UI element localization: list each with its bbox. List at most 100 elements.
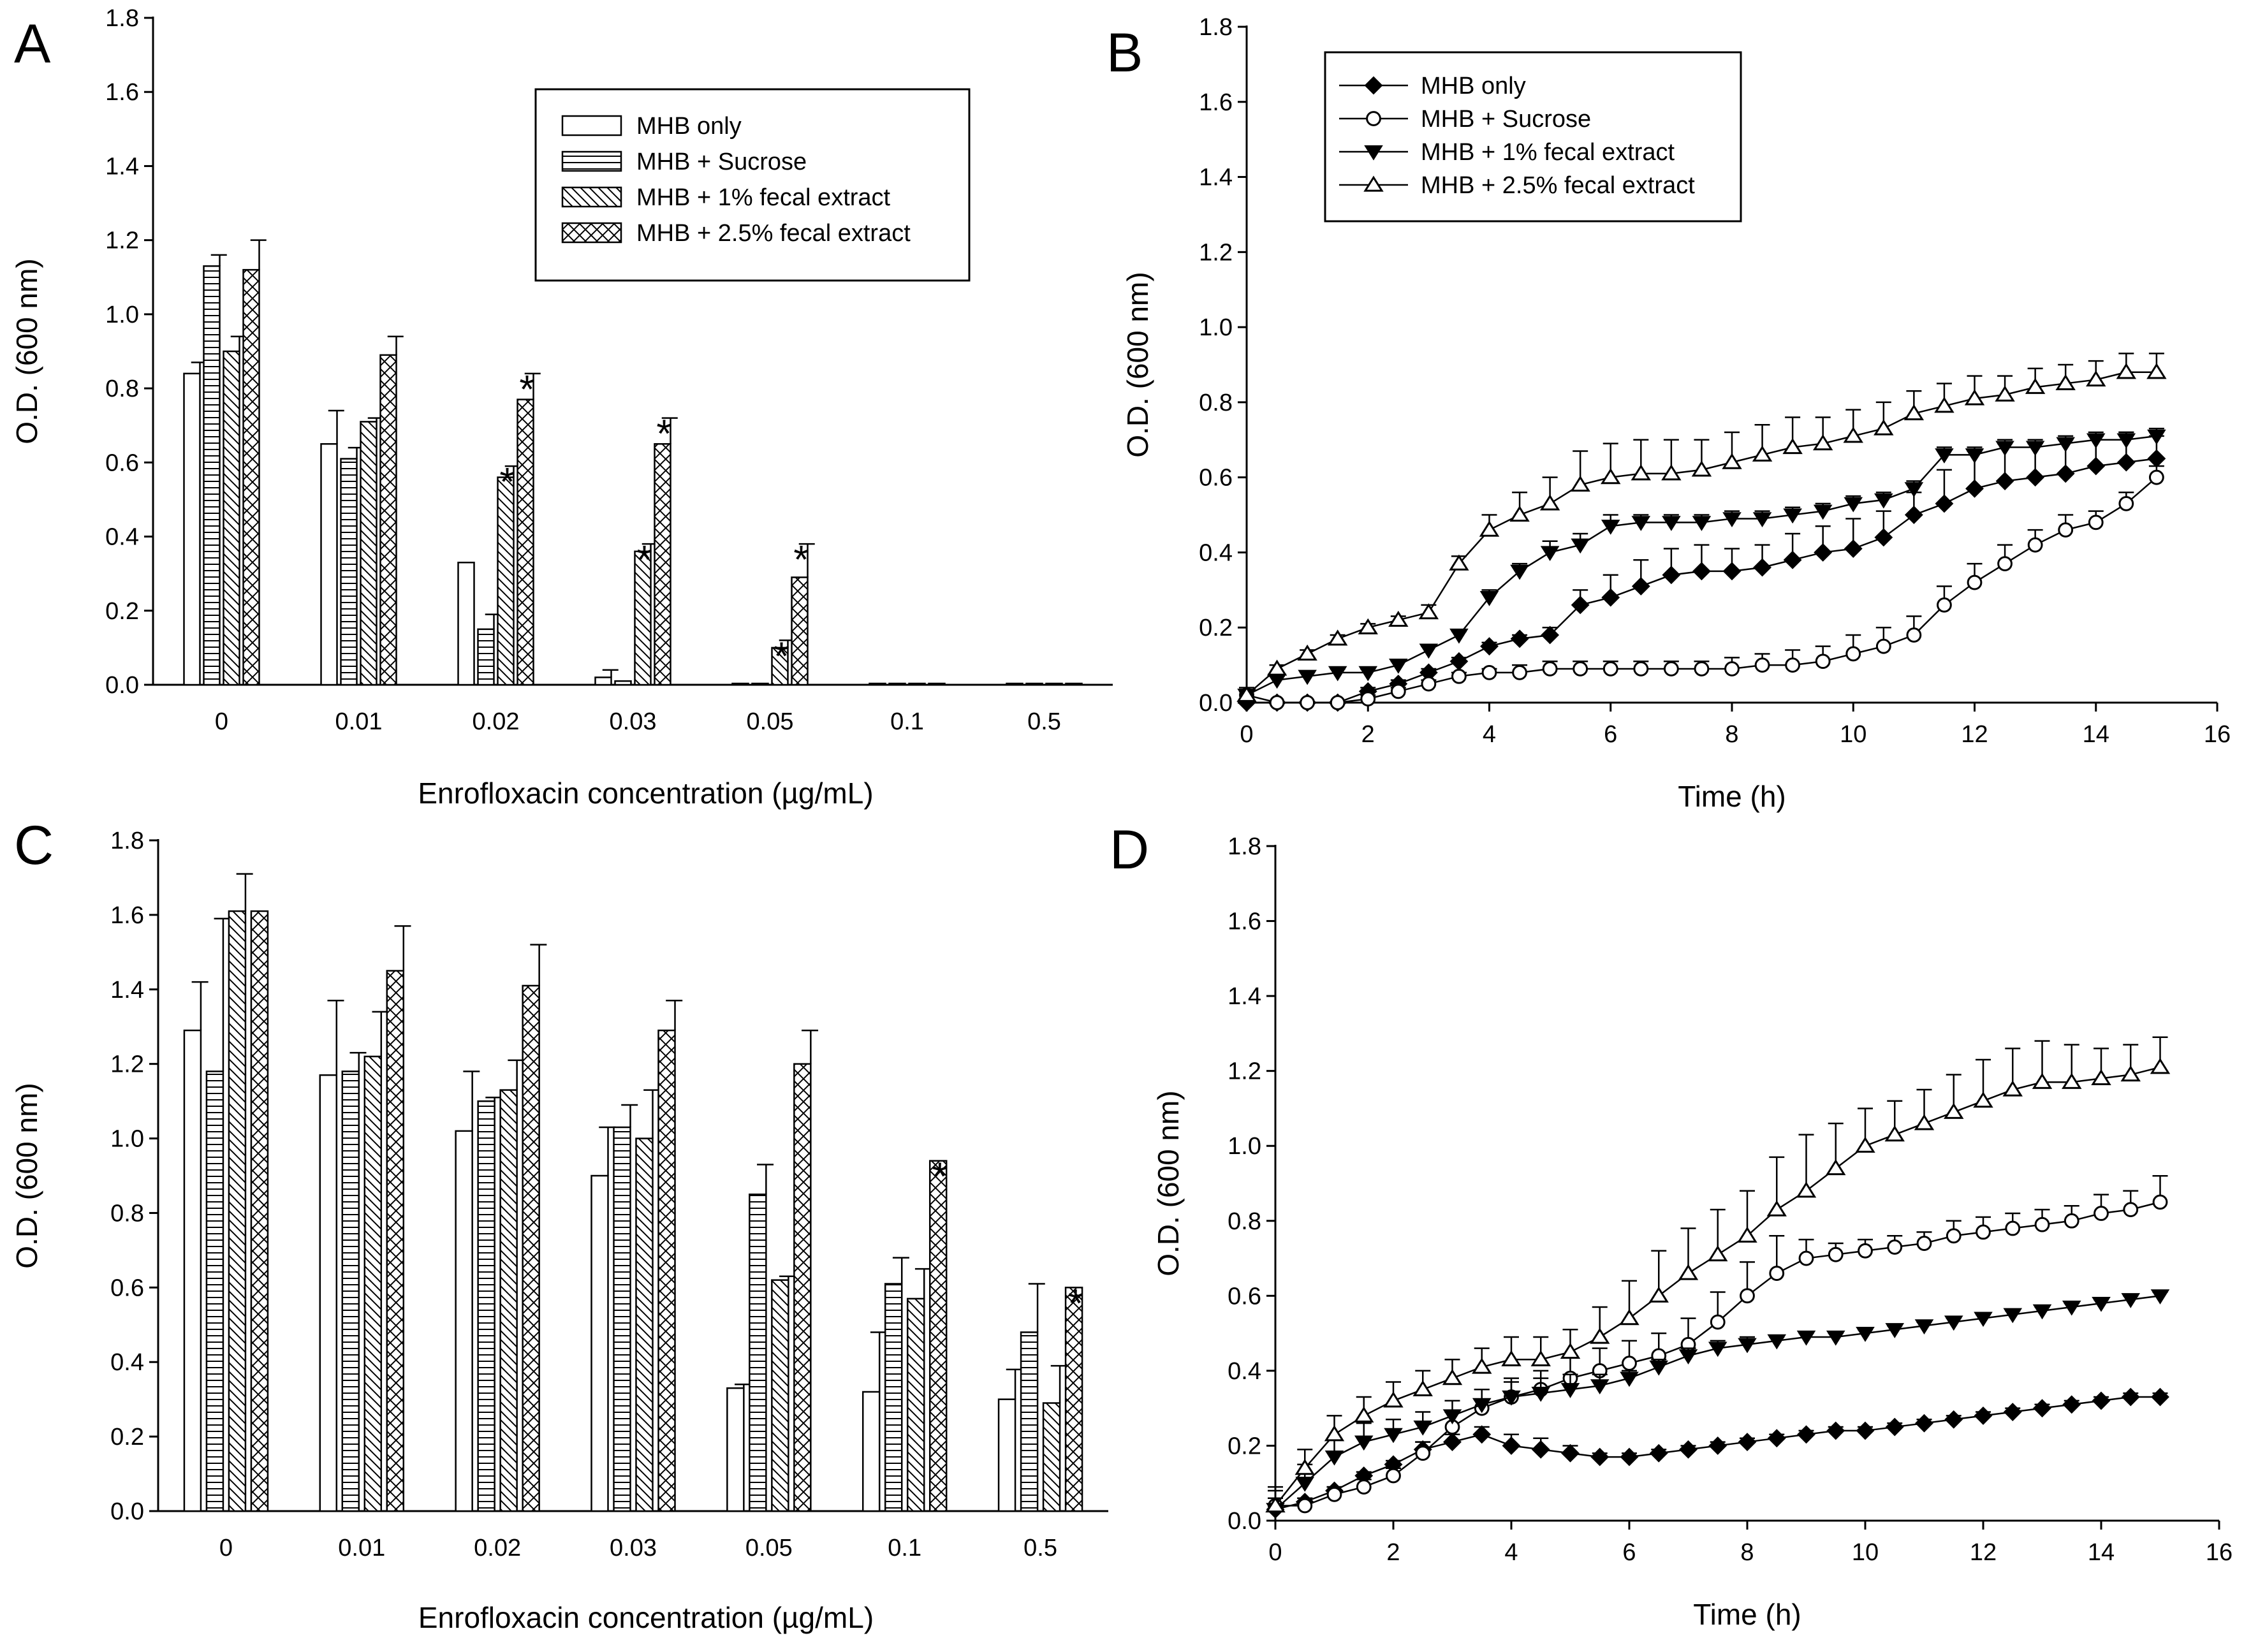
panel-d-data-point [1531, 1440, 1550, 1459]
panel-a-bar-mhb-2-5-fecal-extract [791, 576, 809, 686]
panel-d-data-point [1946, 1228, 1962, 1244]
panel-c-bar-mhb-sucrose [613, 1126, 631, 1512]
panel-d-data-point [1797, 1425, 1815, 1444]
panel-d-data-point [1590, 1327, 1610, 1344]
panel-b-data-point [1844, 539, 1863, 558]
panel-b-x-tick-label: 12 [1961, 721, 1988, 748]
panel-d-y-tick-label: 1.6 [1228, 909, 1261, 935]
panel-d-data-point [2152, 1194, 2168, 1210]
panel-b-data-point [1631, 577, 1650, 596]
panel-a-plot: 0.0 0.2 0.4 0.6 0.8 1.0 1.2 1.4 1.6 1.8 O.D. (600 … [10, 5, 1113, 810]
panel-b-data-point [1934, 397, 1954, 413]
panel-b-legend-label: MHB + Sucrose [1421, 106, 1591, 133]
panel-a-y-tick-label: 1.8 [105, 5, 139, 32]
panel-c-bar-mhb-sucrose [341, 1071, 360, 1512]
panel-b-data-point [1358, 618, 1378, 634]
panel-c-bar-mhb-1-fecal-extract [906, 1297, 925, 1512]
panel-d-data-point [2032, 1072, 2053, 1089]
panel-b-data-point [1510, 629, 1529, 648]
panel-d-data-point [1884, 1125, 1905, 1142]
panel-d-data-point [1855, 1136, 1875, 1153]
panel-d-data-point [1826, 1330, 1845, 1346]
panel-d-data-point [1590, 1379, 1610, 1394]
panel-b-data-point [1815, 654, 1831, 669]
panel-d-x-tick-label: 6 [1622, 1539, 1636, 1566]
panel-d-data-point [1796, 1330, 1816, 1346]
panel-b-data-point [1327, 629, 1348, 646]
panel-b-y-tick-label: 0.4 [1199, 539, 1233, 566]
panel-b-data-point [1904, 506, 1923, 524]
panel-b-data-point [1754, 657, 1770, 673]
panel-b-data-point [1541, 625, 1560, 645]
panel-c-bar-mhb-only [183, 1029, 202, 1512]
panel-b-legend-marker [1364, 145, 1383, 161]
panel-b-y-tick-label: 0.6 [1199, 465, 1233, 492]
panel-d-data-point [1858, 1243, 1873, 1259]
panel-d-data-point [2034, 1217, 2050, 1232]
panel-d-data-point [2150, 1289, 2170, 1305]
panel-d-plot: 0.0 0.2 0.4 0.6 0.8 1.0 1.2 1.4 1.6 1.8 O.D. (600 … [1152, 833, 2233, 1631]
panel-d-x-tick-label: 0 [1268, 1539, 1282, 1566]
panel-d-data-point [1265, 1496, 1286, 1513]
panel-c-bar-mhb-sucrose [1020, 1331, 1039, 1512]
panel-b-data-point [1509, 506, 1530, 522]
panel-b-data-point [1967, 574, 1983, 590]
panel-d-data-point [1796, 1181, 1817, 1198]
panel-c-significance-asterisk: * [1068, 1282, 1083, 1326]
panel-b-data-point [1330, 695, 1346, 710]
panel-d-data-point [1944, 1315, 1963, 1331]
panel-d-x-tick-label: 12 [1970, 1539, 1997, 1566]
panel-d-data-point [1412, 1380, 1433, 1396]
panel-d-data-point [1738, 1338, 1757, 1354]
panel-a-bar-mhb-1-fecal-extract [771, 647, 789, 686]
panel-d-data-point [1769, 1266, 1785, 1281]
panel-d-data-point [2120, 1065, 2141, 1082]
panel-a-x-tick-label: 0.02 [473, 708, 520, 735]
panel-b-data-point [1692, 562, 1711, 581]
panel-d-letter: D [1110, 819, 1149, 881]
panel-d-data-point [1915, 1414, 1933, 1433]
panel-b-data-point [2088, 515, 2104, 530]
panel-d-data-point [2062, 1395, 2081, 1414]
panel-a-legend-swatch [561, 222, 622, 244]
panel-b-data-point [1752, 445, 1773, 462]
panel-d-series-mhb-1-fecal-extract [1266, 1289, 2170, 1518]
panel-b-data-point [1328, 666, 1347, 682]
panel-c-x-tick-label: 0 [219, 1535, 233, 1561]
panel-a-y-tick-label: 0.0 [105, 672, 139, 699]
panel-d-x-tick-label: 16 [2206, 1539, 2233, 1566]
panel-d-data-point [2121, 1387, 2140, 1407]
panel-b-data-point [1692, 516, 1712, 531]
panel-c-bar-mhb-only [455, 1130, 473, 1512]
panel-b-data-point [1601, 468, 1621, 485]
panel-b-data-point [1360, 691, 1376, 707]
panel-a-bar-mhb-1-fecal-extract [360, 421, 378, 686]
panel-a-bar-mhb-sucrose [477, 628, 495, 686]
panel-b-data-point [1785, 657, 1801, 673]
panel-a-bar-mhb-2-5-fecal-extract [242, 268, 260, 686]
panel-b-x-tick-label: 14 [2083, 721, 2109, 748]
panel-d-data-point [1356, 1479, 1372, 1495]
panel-b-data-point [1694, 661, 1710, 676]
panel-c-bar-mhb-2-5-fecal-extract [522, 984, 540, 1512]
panel-d-x-tick-label: 10 [1852, 1539, 1879, 1566]
panel-d-data-point [1766, 1200, 1787, 1217]
panel-d-data-point [1648, 1286, 1669, 1303]
panel-b-data-point [2116, 433, 2136, 449]
panel-d-data-point [2151, 1387, 2169, 1407]
panel-a-y-tick-label: 1.0 [105, 302, 139, 328]
panel-a-significance-asterisk: * [499, 460, 515, 504]
panel-b-data-point [2086, 433, 2106, 449]
panel-b-data-point [2025, 377, 2046, 394]
panel-b-y-tick-label: 1.8 [1199, 14, 1233, 41]
panel-d-data-point [1415, 1445, 1431, 1461]
panel-b-data-point [1573, 661, 1588, 676]
panel-d-data-point [2094, 1206, 2109, 1221]
panel-b-data-point [1601, 588, 1620, 607]
panel-b-data-point [2147, 449, 2166, 468]
panel-a-bar-mhb-sucrose [614, 680, 632, 686]
panel-b-data-point [2056, 437, 2075, 453]
panel-d-x-tick-label: 4 [1504, 1539, 1518, 1566]
panel-d-data-point [2091, 1069, 2111, 1086]
panel-d-data-point [1678, 1264, 1699, 1280]
